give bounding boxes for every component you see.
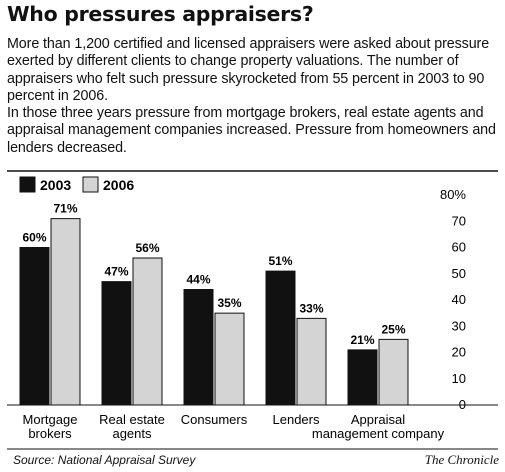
- data-label-2003: 21%: [350, 333, 374, 347]
- intro-paragraph-1: More than 1,200 certified and licensed a…: [7, 36, 490, 104]
- source-note: Source: National Appraisal Survey: [13, 453, 196, 467]
- legend-label-2003: 2003: [40, 177, 71, 193]
- data-label-2003: 47%: [104, 265, 128, 279]
- data-label-2006: 25%: [381, 322, 405, 336]
- legend-swatch-2006: [82, 176, 99, 193]
- data-labels: 60% 71% 47% 56% 44% 35% 51% 33% 21% 25%: [22, 202, 405, 347]
- intro-paragraph-2: In those three years pressure from mortg…: [7, 105, 496, 156]
- data-label-2006: 35%: [217, 296, 241, 310]
- bar-2006: [378, 338, 409, 406]
- y-tick-label: 20: [452, 345, 466, 360]
- category-label: brokers: [28, 426, 72, 441]
- legend: 2003 2006: [19, 176, 134, 193]
- bar-2003: [347, 349, 378, 406]
- y-tick-label: 50: [452, 266, 466, 281]
- y-tick-label: 70: [452, 213, 466, 228]
- bar-2006: [214, 312, 245, 406]
- y-axis: 01020304050607080%: [440, 187, 466, 412]
- intro-text: More than 1,200 certified and licensed a…: [7, 36, 503, 157]
- bar-2003: [183, 289, 214, 406]
- bars: [19, 218, 409, 406]
- legend-label-2006: 2006: [103, 177, 134, 193]
- bar-2003: [19, 247, 50, 406]
- category-label: agents: [112, 426, 152, 441]
- category-label: Consumers: [181, 412, 248, 427]
- bar-2003: [101, 281, 132, 406]
- credit-logo: The Chronicle: [424, 452, 499, 467]
- category-label: Appraisal: [351, 412, 405, 427]
- category-label: Mortgage: [23, 412, 78, 427]
- y-tick-label: 10: [452, 371, 466, 386]
- y-tick-label: 60: [452, 240, 466, 255]
- category-label: Lenders: [273, 412, 320, 427]
- bar-2006: [132, 257, 163, 406]
- data-label-2006: 71%: [53, 202, 77, 216]
- y-tick-label: 40: [452, 292, 466, 307]
- data-label-2003: 44%: [186, 273, 210, 287]
- chart-title: Who pressures appraisers?: [7, 2, 314, 26]
- bar-2006: [50, 218, 81, 406]
- legend-swatch-2003: [19, 176, 36, 193]
- data-label-2006: 33%: [299, 301, 323, 315]
- bar-2006: [296, 317, 327, 406]
- category-label: management company: [312, 426, 445, 441]
- y-tick-label: 80%: [440, 187, 466, 202]
- data-label-2003: 60%: [22, 231, 46, 245]
- data-label-2003: 51%: [268, 254, 292, 268]
- data-label-2006: 56%: [135, 241, 159, 255]
- bar-2003: [265, 270, 296, 406]
- category-label: Real estate: [99, 412, 165, 427]
- y-tick-label: 30: [452, 318, 466, 333]
